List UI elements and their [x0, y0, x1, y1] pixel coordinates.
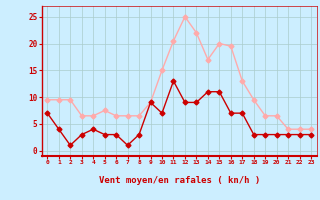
- X-axis label: Vent moyen/en rafales ( kn/h ): Vent moyen/en rafales ( kn/h ): [99, 176, 260, 185]
